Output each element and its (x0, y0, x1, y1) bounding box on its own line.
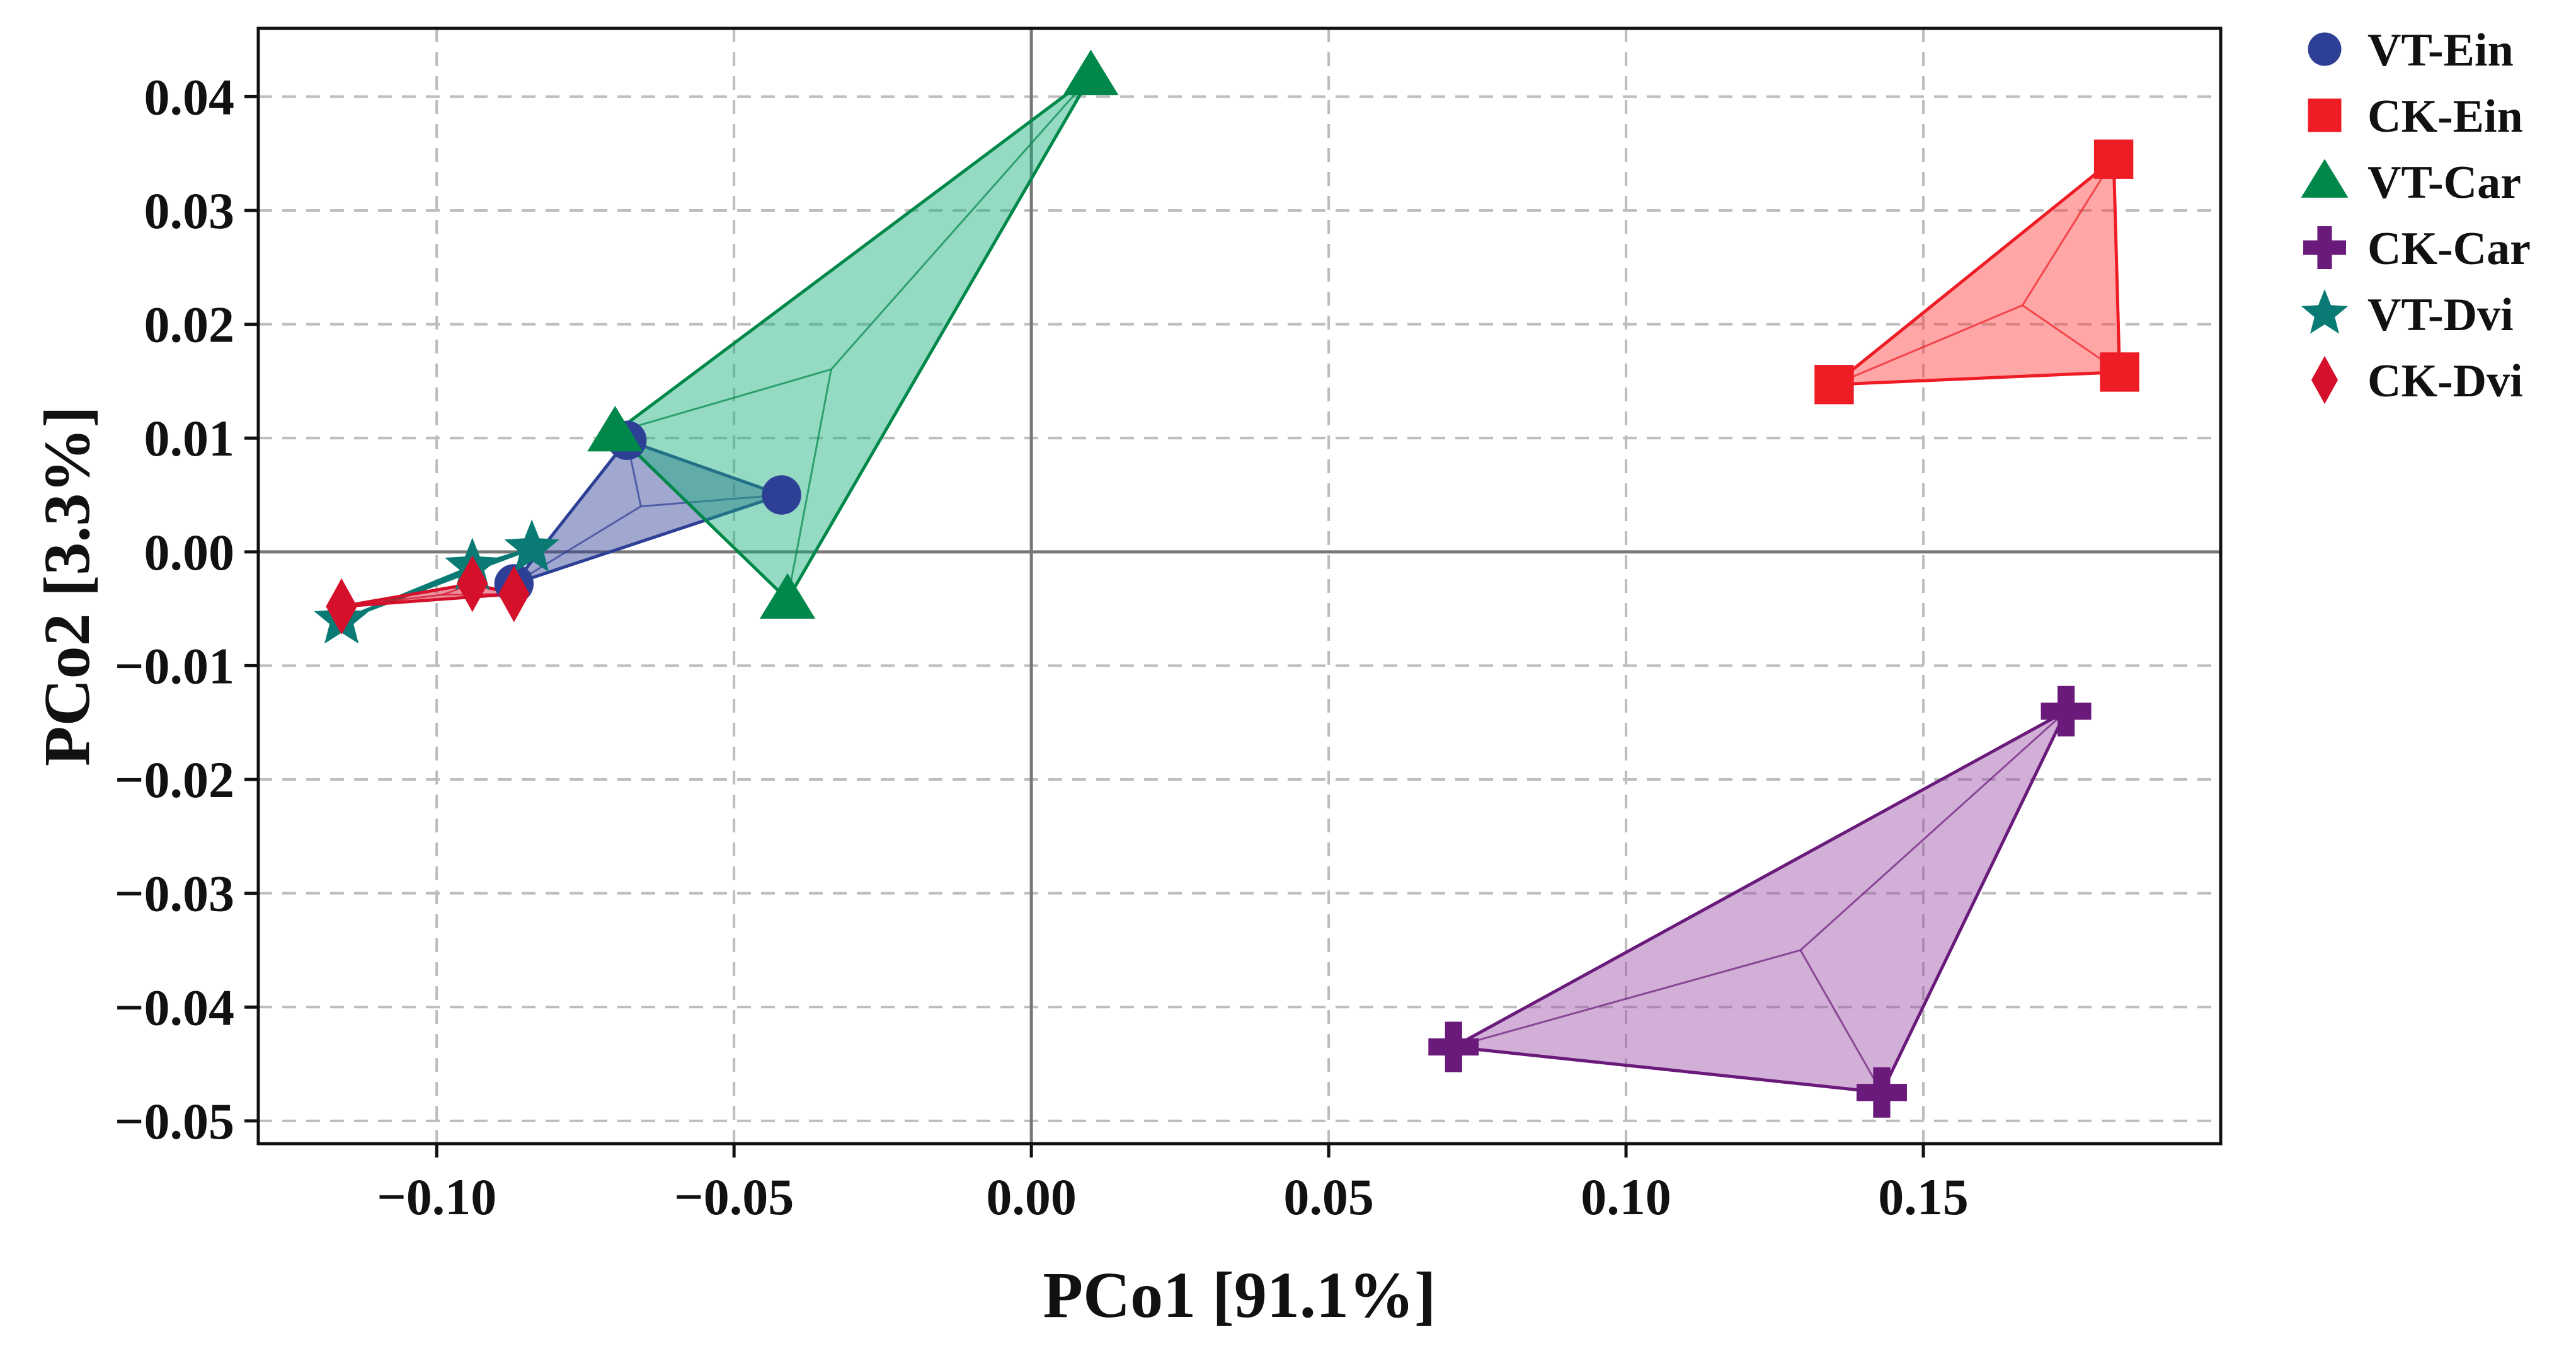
x-axis-title: PCo1 [91.1%] (1043, 1259, 1436, 1331)
data-point-ck-car (2041, 686, 2092, 737)
hull-ck-car (1451, 710, 2068, 1095)
data-point-ck-ein (2100, 352, 2139, 392)
hull-area (1832, 158, 2122, 386)
hull-spoke (614, 368, 832, 434)
hull-spoke (830, 75, 1092, 371)
legend-label: VT-Dvi (2367, 289, 2514, 341)
hull-area (1451, 710, 2068, 1095)
data-point-ck-car (1856, 1067, 1907, 1118)
hull-vt-car (613, 74, 1093, 602)
x-tick-label: −0.10 (377, 1168, 496, 1226)
legend: VT-Ein CK-Ein VT-Car CK-Car VT-Dvi CK-Dvi (2301, 25, 2531, 407)
legend-item-ck-ein: CK-Ein (2308, 91, 2523, 142)
y-tick-label: −0.01 (115, 637, 234, 694)
y-tick-label: −0.04 (115, 979, 234, 1036)
hull-spoke (641, 494, 782, 508)
y-tick-label: 0.04 (144, 68, 235, 125)
legend-label: CK-Car (2367, 223, 2531, 275)
x-tick-label: 0.10 (1581, 1168, 1671, 1226)
hull-spoke (1833, 304, 2023, 386)
legend-label: CK-Dvi (2367, 355, 2523, 407)
x-tick-label: −0.05 (674, 1168, 794, 1226)
data-point-ck-dvi (498, 565, 530, 623)
x-axis-ticks: −0.10 −0.05 0.00 0.05 0.10 0.15 (377, 1144, 1969, 1226)
x-tick-label: 0.05 (1283, 1168, 1374, 1226)
hull-spoke (1799, 710, 2067, 951)
data-point-vt-car (1063, 49, 1119, 96)
legend-marker-ck-ein (2308, 98, 2342, 132)
hull-spoke (1799, 950, 1883, 1093)
hull-spoke (2022, 158, 2115, 306)
y-tick-label: 0.02 (144, 296, 235, 353)
legend-marker-vt-car (2301, 159, 2349, 198)
x-tick-label: 0.15 (1878, 1168, 1969, 1226)
data-point-ck-ein (2093, 139, 2134, 179)
y-axis-title: PCo2 [3.3%] (31, 406, 103, 766)
legend-marker-vt-ein (2308, 32, 2342, 66)
x-tick-label: 0.00 (986, 1168, 1077, 1226)
zero-lines (258, 28, 2221, 1144)
y-axis-ticks: 0.04 0.03 0.02 0.01 0.00 −0.01 −0.02 −0.03 −0.04… (115, 68, 258, 1150)
y-tick-label: −0.05 (115, 1093, 234, 1150)
hull-spoke (786, 369, 832, 600)
legend-item-vt-car: VT-Car (2301, 157, 2521, 209)
legend-item-vt-ein: VT-Ein (2308, 25, 2514, 76)
data-point-ck-dvi (457, 555, 488, 612)
series-ck-car (1428, 686, 2092, 1118)
hull-spoke (513, 505, 642, 585)
legend-marker-ck-dvi (2311, 355, 2338, 405)
legend-item-vt-dvi: VT-Dvi (2301, 289, 2514, 341)
y-tick-label: 0.01 (144, 410, 235, 467)
series-ck-ein (1814, 139, 2139, 405)
plot-frame (256, 26, 2223, 1146)
legend-label: VT-Car (2367, 157, 2521, 209)
legend-label: VT-Ein (2367, 25, 2514, 76)
data-point-ck-car (1428, 1021, 1479, 1072)
hull-area (613, 74, 1093, 602)
group-hulls (340, 74, 2122, 1095)
hull-spoke (341, 594, 443, 608)
series-vt-car (587, 49, 1119, 619)
hull-spoke (1453, 949, 1801, 1048)
legend-item-ck-car: CK-Car (2303, 223, 2531, 275)
data-point-vt-car (760, 573, 816, 619)
series-ck-dvi (326, 555, 530, 635)
legend-marker-vt-dvi (2301, 289, 2349, 334)
data-points (314, 49, 2139, 1118)
data-point-vt-ein (762, 475, 801, 515)
legend-marker-ck-car (2303, 226, 2346, 269)
data-point-vt-car (587, 406, 643, 452)
y-tick-label: −0.03 (115, 865, 234, 922)
y-tick-label: −0.02 (115, 751, 234, 808)
data-point-ck-ein (1814, 365, 1854, 405)
y-tick-label: 0.00 (144, 524, 235, 581)
hull-area (512, 439, 784, 585)
legend-label: CK-Ein (2367, 91, 2523, 142)
data-point-vt-dvi (504, 519, 559, 572)
data-point-ck-dvi (326, 578, 357, 635)
y-tick-label: 0.03 (144, 182, 235, 239)
legend-item-ck-dvi: CK-Dvi (2311, 355, 2523, 407)
